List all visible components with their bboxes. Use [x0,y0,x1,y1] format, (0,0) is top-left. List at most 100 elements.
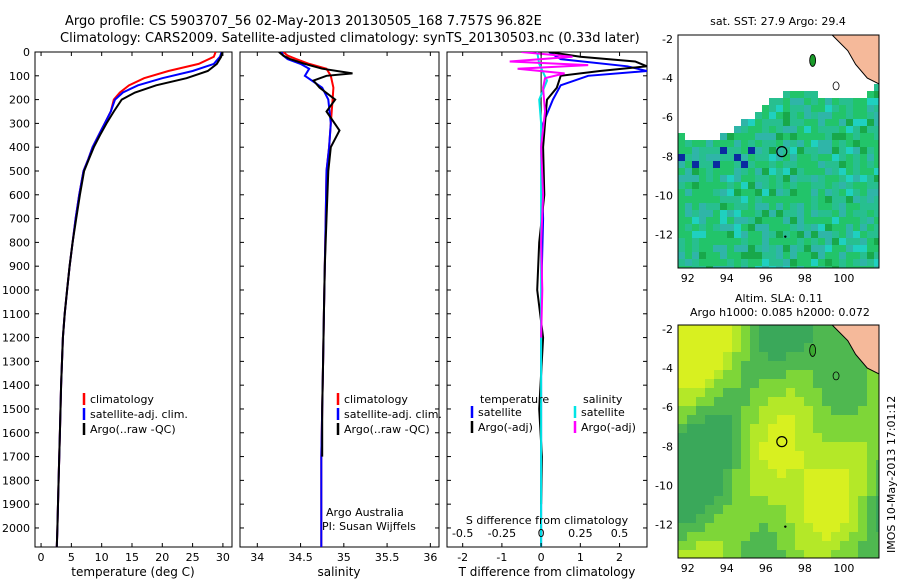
map-cell [825,84,833,92]
map-y-tick-label: -10 [655,190,673,203]
map-cell [790,154,798,162]
map-cell [723,424,733,434]
difference-legend: temperature salinity satellite Argo(-adj… [470,393,636,434]
map-cell [748,105,756,113]
map-cell [811,70,819,78]
x-tick-label: 15 [125,551,139,564]
map-cell [748,84,756,92]
map-cell [822,496,832,506]
map-cell [732,514,742,524]
map-cell [786,415,796,425]
map-cell [692,91,700,99]
map-cell [776,182,784,190]
map-x-tick-label: 92 [681,562,695,575]
map-cell [714,406,724,416]
map-cell [723,442,733,452]
map-cell [860,126,868,134]
map-cell [776,70,784,78]
map-cell [849,523,859,533]
map-cell [750,379,760,389]
map-cell [750,460,760,470]
map-cell [825,224,833,232]
map-cell [831,469,841,479]
map-cell [813,442,823,452]
map-cell [867,91,875,99]
map-cell [822,433,832,443]
map-cell [876,370,879,380]
y-tick-label: 800 [9,236,30,249]
map-cell [678,42,686,50]
map-cell [759,487,769,497]
map-cell [777,460,787,470]
map-cell [790,105,798,113]
map-cell [678,469,688,479]
map-cell [768,424,778,434]
map-cell [727,203,735,211]
map-cell [687,415,697,425]
map-cell [734,133,742,141]
map-cell [832,42,840,50]
map-cell [713,168,721,176]
map-cell [822,442,832,452]
map-cell [804,523,814,533]
map-cell [876,550,879,558]
map-cell [713,112,721,120]
map-cell [795,478,805,488]
map-cell [777,541,787,551]
map-cell [748,91,756,99]
map-cell [831,397,841,407]
map-cell [727,84,735,92]
map-cell [685,175,693,183]
x-tick-label: 0 [38,551,45,564]
map-cell [867,388,877,398]
map-cell [822,514,832,524]
map-cell [769,168,777,176]
map-cell [783,84,791,92]
map-cell [741,154,749,162]
map-cell [804,98,812,106]
map-cell [876,388,879,398]
map-cell [795,514,805,524]
map-cell [831,361,841,371]
map-cell [762,210,770,218]
map-cell [849,415,859,425]
map-cell [748,56,756,64]
map-cell [813,397,823,407]
map-cell [699,126,707,134]
map-cell [818,259,826,267]
legend-label: satellite-adj. clim. [344,408,442,421]
map-cell [768,487,778,497]
map-cell [790,203,798,211]
map-cell [813,496,823,506]
map-cell [777,415,787,425]
map-cell [797,42,805,50]
map-cell [678,259,686,267]
map-cell [687,424,697,434]
map-cell [768,496,778,506]
map-cell [831,433,841,443]
map-cell [768,523,778,533]
map-cell [831,388,841,398]
map-cell [825,231,833,239]
map-cell [783,161,791,169]
map-cell [692,147,700,155]
map-cell [713,245,721,253]
map-cell [790,189,798,197]
map-cell [769,154,777,162]
map-cell [685,119,693,127]
map-cell [768,532,778,542]
map-cell [786,460,796,470]
map-cell [687,370,697,380]
map-cell [750,514,760,524]
y-tick-label: 1500 [2,403,30,416]
map-cell [678,496,688,506]
map-cell [714,361,724,371]
map-cell [723,352,733,362]
map-cell [741,126,749,134]
map-cell [804,460,814,470]
map-cell [723,406,733,416]
map-cell [762,119,770,127]
map-cell [849,406,859,416]
map-cell [705,334,715,344]
map-cell [818,91,826,99]
